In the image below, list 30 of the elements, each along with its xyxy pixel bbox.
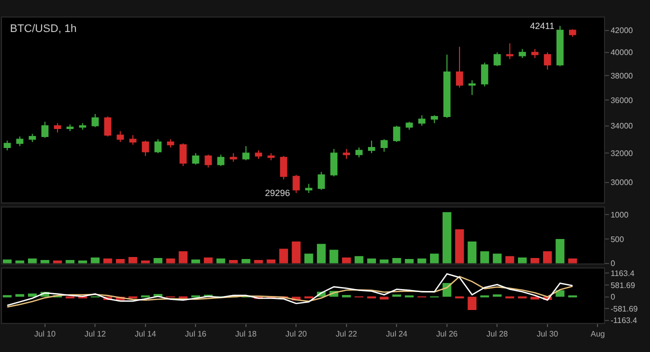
y-tick-label: 34000 (610, 122, 634, 131)
y-tick-label: 581.69 (610, 280, 636, 290)
x-tick-label: Jul 18 (235, 329, 258, 338)
x-tick-label: Jul 10 (34, 329, 56, 338)
x-tick-label: Jul 22 (336, 329, 358, 338)
y-tick-label: -581.69 (610, 304, 638, 314)
y-tick-label: -1163.4 (610, 316, 638, 326)
y-tick-label: 30000 (610, 178, 634, 188)
y-tick-label: 38000 (610, 71, 634, 80)
text: BTC/USD, 1h (10, 23, 77, 35)
x-tick-label: Jul 20 (286, 329, 308, 338)
x-tick-label: Jul 24 (386, 329, 408, 338)
x-tick-label: Jul 14 (134, 329, 157, 338)
y-tick-label: 1000 (610, 210, 629, 220)
x-tick-label: Aug (590, 329, 605, 338)
y-tick-label: 500 (610, 234, 624, 244)
annotation: 29296 (265, 188, 290, 198)
y-tick-label: 32000 (610, 148, 634, 158)
x-tick-label: Jul 26 (436, 329, 458, 338)
x-tick-label: Jul 30 (536, 329, 559, 338)
x-tick-label: Jul 12 (84, 329, 106, 338)
y-tick-label: 0 (610, 292, 616, 302)
annotation: 42411 (530, 21, 554, 31)
x-tick-label: Jul 28 (486, 329, 508, 338)
y-tick-label: 36000 (610, 96, 634, 105)
y-tick-label: 40000 (610, 48, 634, 58)
y-tick-label: 1163.4 (610, 268, 636, 278)
x-tick-label: Jul 16 (185, 329, 207, 338)
y-tick-label: 42000 (610, 26, 634, 36)
y-tick-label: 0 (610, 259, 616, 268)
